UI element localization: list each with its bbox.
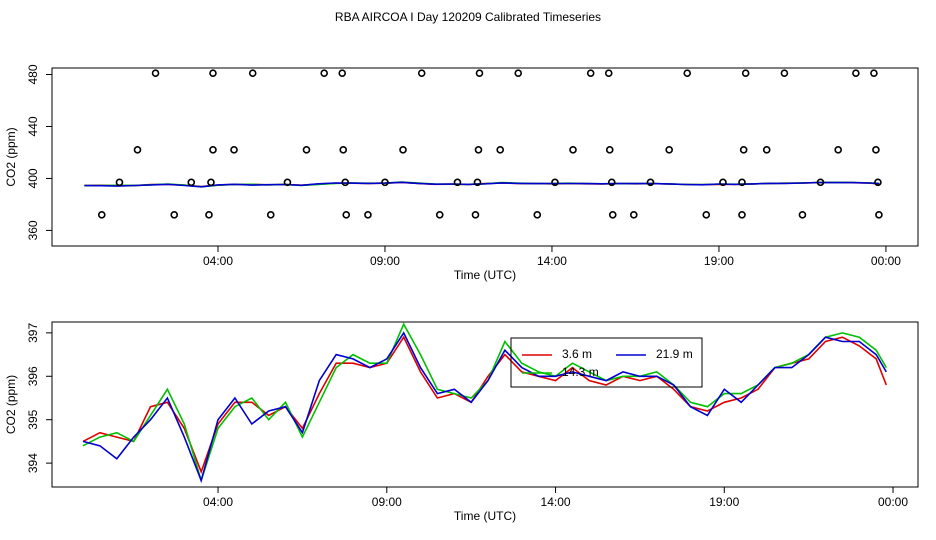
x-tick-label: 09:00 [370,254,400,268]
point [205,211,213,219]
point [780,69,789,77]
point [607,178,616,187]
point [399,146,407,154]
x-tick-label: 00:00 [871,254,901,268]
point [798,211,807,219]
legend-box [510,337,703,388]
point [342,211,351,219]
point [683,69,692,77]
x-tick-label: 14:00 [541,495,571,509]
chart-title: RBA AIRCOA I Day 120209 Calibrated Times… [335,10,601,24]
point [474,146,483,154]
point [364,211,372,219]
x-tick-label: 19:00 [704,254,734,268]
x-tick-label: 19:00 [709,495,739,509]
x-tick-label: 14:00 [537,254,567,268]
y-tick-label: 396 [26,366,40,386]
point [341,178,350,187]
point [852,69,860,77]
point [533,211,542,219]
point [339,146,348,154]
point [115,178,124,187]
point [629,211,638,219]
y-tick-label: 400 [26,168,40,188]
point [741,69,750,77]
point [320,69,328,77]
series-line [82,331,887,484]
point [514,69,523,77]
x-axis-label: Time (UTC) [454,509,516,523]
legend-label: 14.3 m [562,365,599,379]
point [875,211,883,219]
y-tick-label: 394 [26,453,40,473]
y-tick-label: 360 [26,220,40,240]
x-tick-label: 04:00 [203,495,233,509]
y-axis-label: CO2 (ppm) [4,375,18,434]
point [97,211,106,219]
point [834,146,842,154]
point [471,211,480,219]
point [646,178,655,187]
point [133,146,142,154]
point [248,69,257,77]
plot-frame [51,67,919,247]
series-line [84,181,880,188]
point [874,178,882,187]
point [473,178,482,187]
x-tick-label: 04:00 [203,254,233,268]
point [187,178,196,187]
x-axis-label: Time (UTC) [454,268,516,282]
point [586,69,595,77]
point [551,178,559,187]
point [604,69,613,77]
point [230,146,238,154]
point [381,178,389,187]
series-line [82,322,887,484]
point [302,146,311,154]
point [739,146,748,154]
point [872,146,880,154]
plot-frame [51,321,919,488]
y-tick-label: 440 [26,116,40,136]
x-tick-label: 00:00 [878,495,908,509]
point [266,211,275,219]
y-tick-label: 480 [26,64,40,84]
point [702,211,711,219]
series-line [82,335,888,475]
legend-label: 3.6 m [562,347,592,361]
point [738,178,746,187]
point [209,146,217,154]
point [453,178,462,187]
point [338,69,347,77]
y-tick-label: 397 [26,323,40,343]
point [762,146,771,154]
point [207,178,215,187]
point [151,69,160,77]
point [608,211,617,219]
legend-label: 21.9 m [656,347,693,361]
point [435,211,444,219]
point [475,69,484,77]
point [283,178,292,187]
y-axis-label: CO2 (ppm) [4,127,18,186]
point [665,146,673,154]
point [605,146,614,154]
point [209,69,217,77]
x-tick-label: 09:00 [372,495,402,509]
point [719,178,727,187]
point [170,211,179,219]
point [738,211,746,219]
point [569,146,577,154]
point [496,146,504,154]
point [816,178,825,187]
point [417,69,426,77]
y-tick-label: 395 [26,409,40,429]
point [870,69,878,77]
